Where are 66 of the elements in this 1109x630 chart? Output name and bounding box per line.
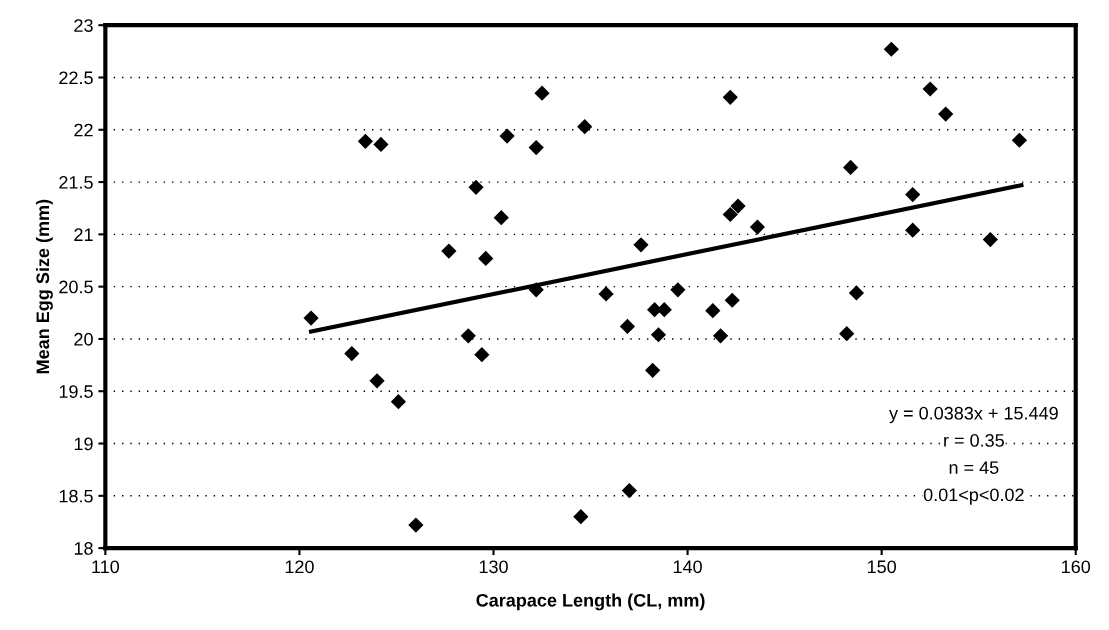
y-tick-label: 22 <box>74 123 93 137</box>
point <box>848 285 865 301</box>
point <box>650 327 667 343</box>
annotation: r = 0.35 <box>944 434 1004 447</box>
x-tick-label: 140 <box>673 560 702 574</box>
point <box>474 347 490 363</box>
point <box>843 159 859 176</box>
y-tick-label: 22.5 <box>59 71 93 85</box>
point <box>598 286 614 302</box>
point <box>373 136 389 153</box>
y-axis-title: Mean Egg Size (mm) <box>35 199 53 374</box>
point <box>499 128 515 144</box>
point <box>344 345 360 362</box>
point <box>905 187 921 203</box>
point <box>577 119 593 135</box>
y-tick-label: 21.5 <box>59 176 93 189</box>
x-tick-label: 120 <box>285 560 314 574</box>
point <box>441 243 457 259</box>
point <box>938 106 954 122</box>
x-tick-label: 160 <box>1062 560 1091 574</box>
y-tick-label: 19.5 <box>59 385 93 398</box>
point <box>645 362 661 378</box>
annotation: 0.01<p<0.02 <box>923 488 1024 505</box>
point <box>493 210 509 226</box>
point <box>303 310 319 326</box>
point <box>478 250 494 267</box>
point <box>722 89 738 105</box>
point <box>905 222 921 238</box>
point <box>633 237 649 253</box>
point <box>528 282 544 298</box>
y-tick-label: 23 <box>74 19 93 32</box>
x-axis-title: Carapace Length (CL, mm) <box>476 593 705 611</box>
x-tick-label: 150 <box>867 560 897 574</box>
point <box>730 198 746 214</box>
point <box>468 179 484 195</box>
point <box>722 206 738 223</box>
point <box>621 482 637 499</box>
y-tick-label: 21 <box>74 228 93 241</box>
point <box>712 328 729 344</box>
point <box>670 282 686 298</box>
y-tick-label: 19 <box>74 437 93 451</box>
point <box>528 139 544 156</box>
point <box>390 394 407 410</box>
point <box>982 231 998 248</box>
point <box>460 328 476 344</box>
annotation: y = 0.0383x + 15.449 <box>889 406 1058 424</box>
y-tick-label: 20 <box>74 332 93 346</box>
point <box>369 373 385 389</box>
x-tick-label: 130 <box>479 560 508 574</box>
point <box>619 318 636 334</box>
point <box>883 41 899 57</box>
point <box>705 303 721 319</box>
point <box>839 326 855 342</box>
point <box>357 133 374 149</box>
point <box>1011 132 1028 148</box>
point <box>573 509 589 525</box>
point <box>408 517 424 533</box>
point <box>724 292 740 308</box>
point <box>534 85 550 101</box>
annotation: n = 45 <box>949 461 999 474</box>
y-tick-label: 18.5 <box>59 489 93 503</box>
point <box>922 81 938 97</box>
point <box>749 219 766 235</box>
y-tick-label: 18 <box>74 542 93 555</box>
x-tick-label: 110 <box>92 560 120 574</box>
y-tick-label: 20.5 <box>59 280 93 294</box>
